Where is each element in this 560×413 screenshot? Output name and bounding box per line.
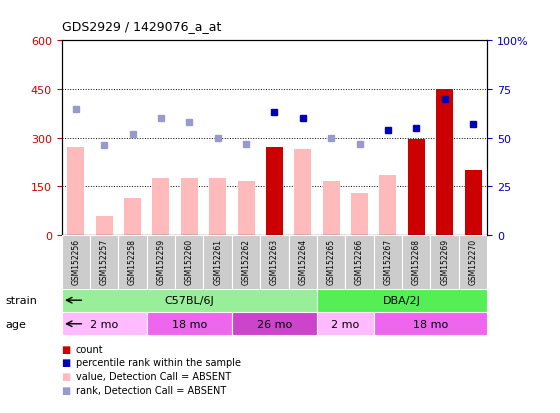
Text: GSM152264: GSM152264 [298,238,307,284]
Text: 18 mo: 18 mo [172,319,207,329]
Bar [118,235,147,291]
Bar [62,313,147,335]
Bar [232,235,260,291]
Bar [67,148,85,235]
Bar [181,179,198,235]
Text: GSM152263: GSM152263 [270,238,279,284]
Text: ■: ■ [62,344,71,354]
Bar [288,235,317,291]
Text: GSM152261: GSM152261 [213,238,222,284]
Text: ■: ■ [62,371,71,381]
Bar [317,313,374,335]
Bar [294,150,311,235]
Text: GSM152269: GSM152269 [440,238,449,284]
Bar [374,313,487,335]
Text: C57BL/6J: C57BL/6J [165,295,214,306]
Text: GSM152262: GSM152262 [241,238,250,284]
Bar [346,235,374,291]
Bar [147,235,175,291]
Bar [323,182,340,235]
Bar [203,235,232,291]
Bar [464,171,482,235]
Text: rank, Detection Call = ABSENT: rank, Detection Call = ABSENT [76,385,226,395]
Text: 26 mo: 26 mo [257,319,292,329]
Bar [266,148,283,235]
Bar [62,289,317,312]
Text: age: age [6,319,26,329]
Bar [317,289,487,312]
Bar [90,235,118,291]
Text: 2 mo: 2 mo [331,319,360,329]
Bar [237,182,255,235]
Bar [408,140,425,235]
Text: GSM152257: GSM152257 [100,238,109,284]
Text: GSM152258: GSM152258 [128,238,137,284]
Text: ■: ■ [62,358,71,368]
Bar [209,179,226,235]
Text: percentile rank within the sample: percentile rank within the sample [76,358,241,368]
Bar [374,235,402,291]
Bar [431,235,459,291]
Bar [62,235,90,291]
Text: ■: ■ [62,385,71,395]
Bar [232,313,317,335]
Text: DBA/2J: DBA/2J [383,295,421,306]
Bar [317,235,346,291]
Text: GSM152268: GSM152268 [412,238,421,284]
Text: GSM152270: GSM152270 [469,238,478,284]
Text: value, Detection Call = ABSENT: value, Detection Call = ABSENT [76,371,231,381]
Bar [351,193,368,235]
Bar [436,90,453,235]
Bar [152,179,170,235]
Text: GSM152259: GSM152259 [156,238,165,284]
Text: GDS2929 / 1429076_a_at: GDS2929 / 1429076_a_at [62,20,221,33]
Text: GSM152265: GSM152265 [326,238,335,284]
Text: 2 mo: 2 mo [90,319,118,329]
Bar [260,235,288,291]
Bar [459,235,487,291]
Text: GSM152256: GSM152256 [71,238,80,284]
Text: strain: strain [6,295,38,306]
Bar [402,235,431,291]
Bar [175,235,203,291]
Text: 18 mo: 18 mo [413,319,448,329]
Text: GSM152260: GSM152260 [185,238,194,284]
Bar [96,216,113,235]
Bar [147,313,232,335]
Text: GSM152266: GSM152266 [355,238,364,284]
Bar [124,198,141,235]
Text: GSM152267: GSM152267 [384,238,393,284]
Text: count: count [76,344,103,354]
Bar [379,176,396,235]
